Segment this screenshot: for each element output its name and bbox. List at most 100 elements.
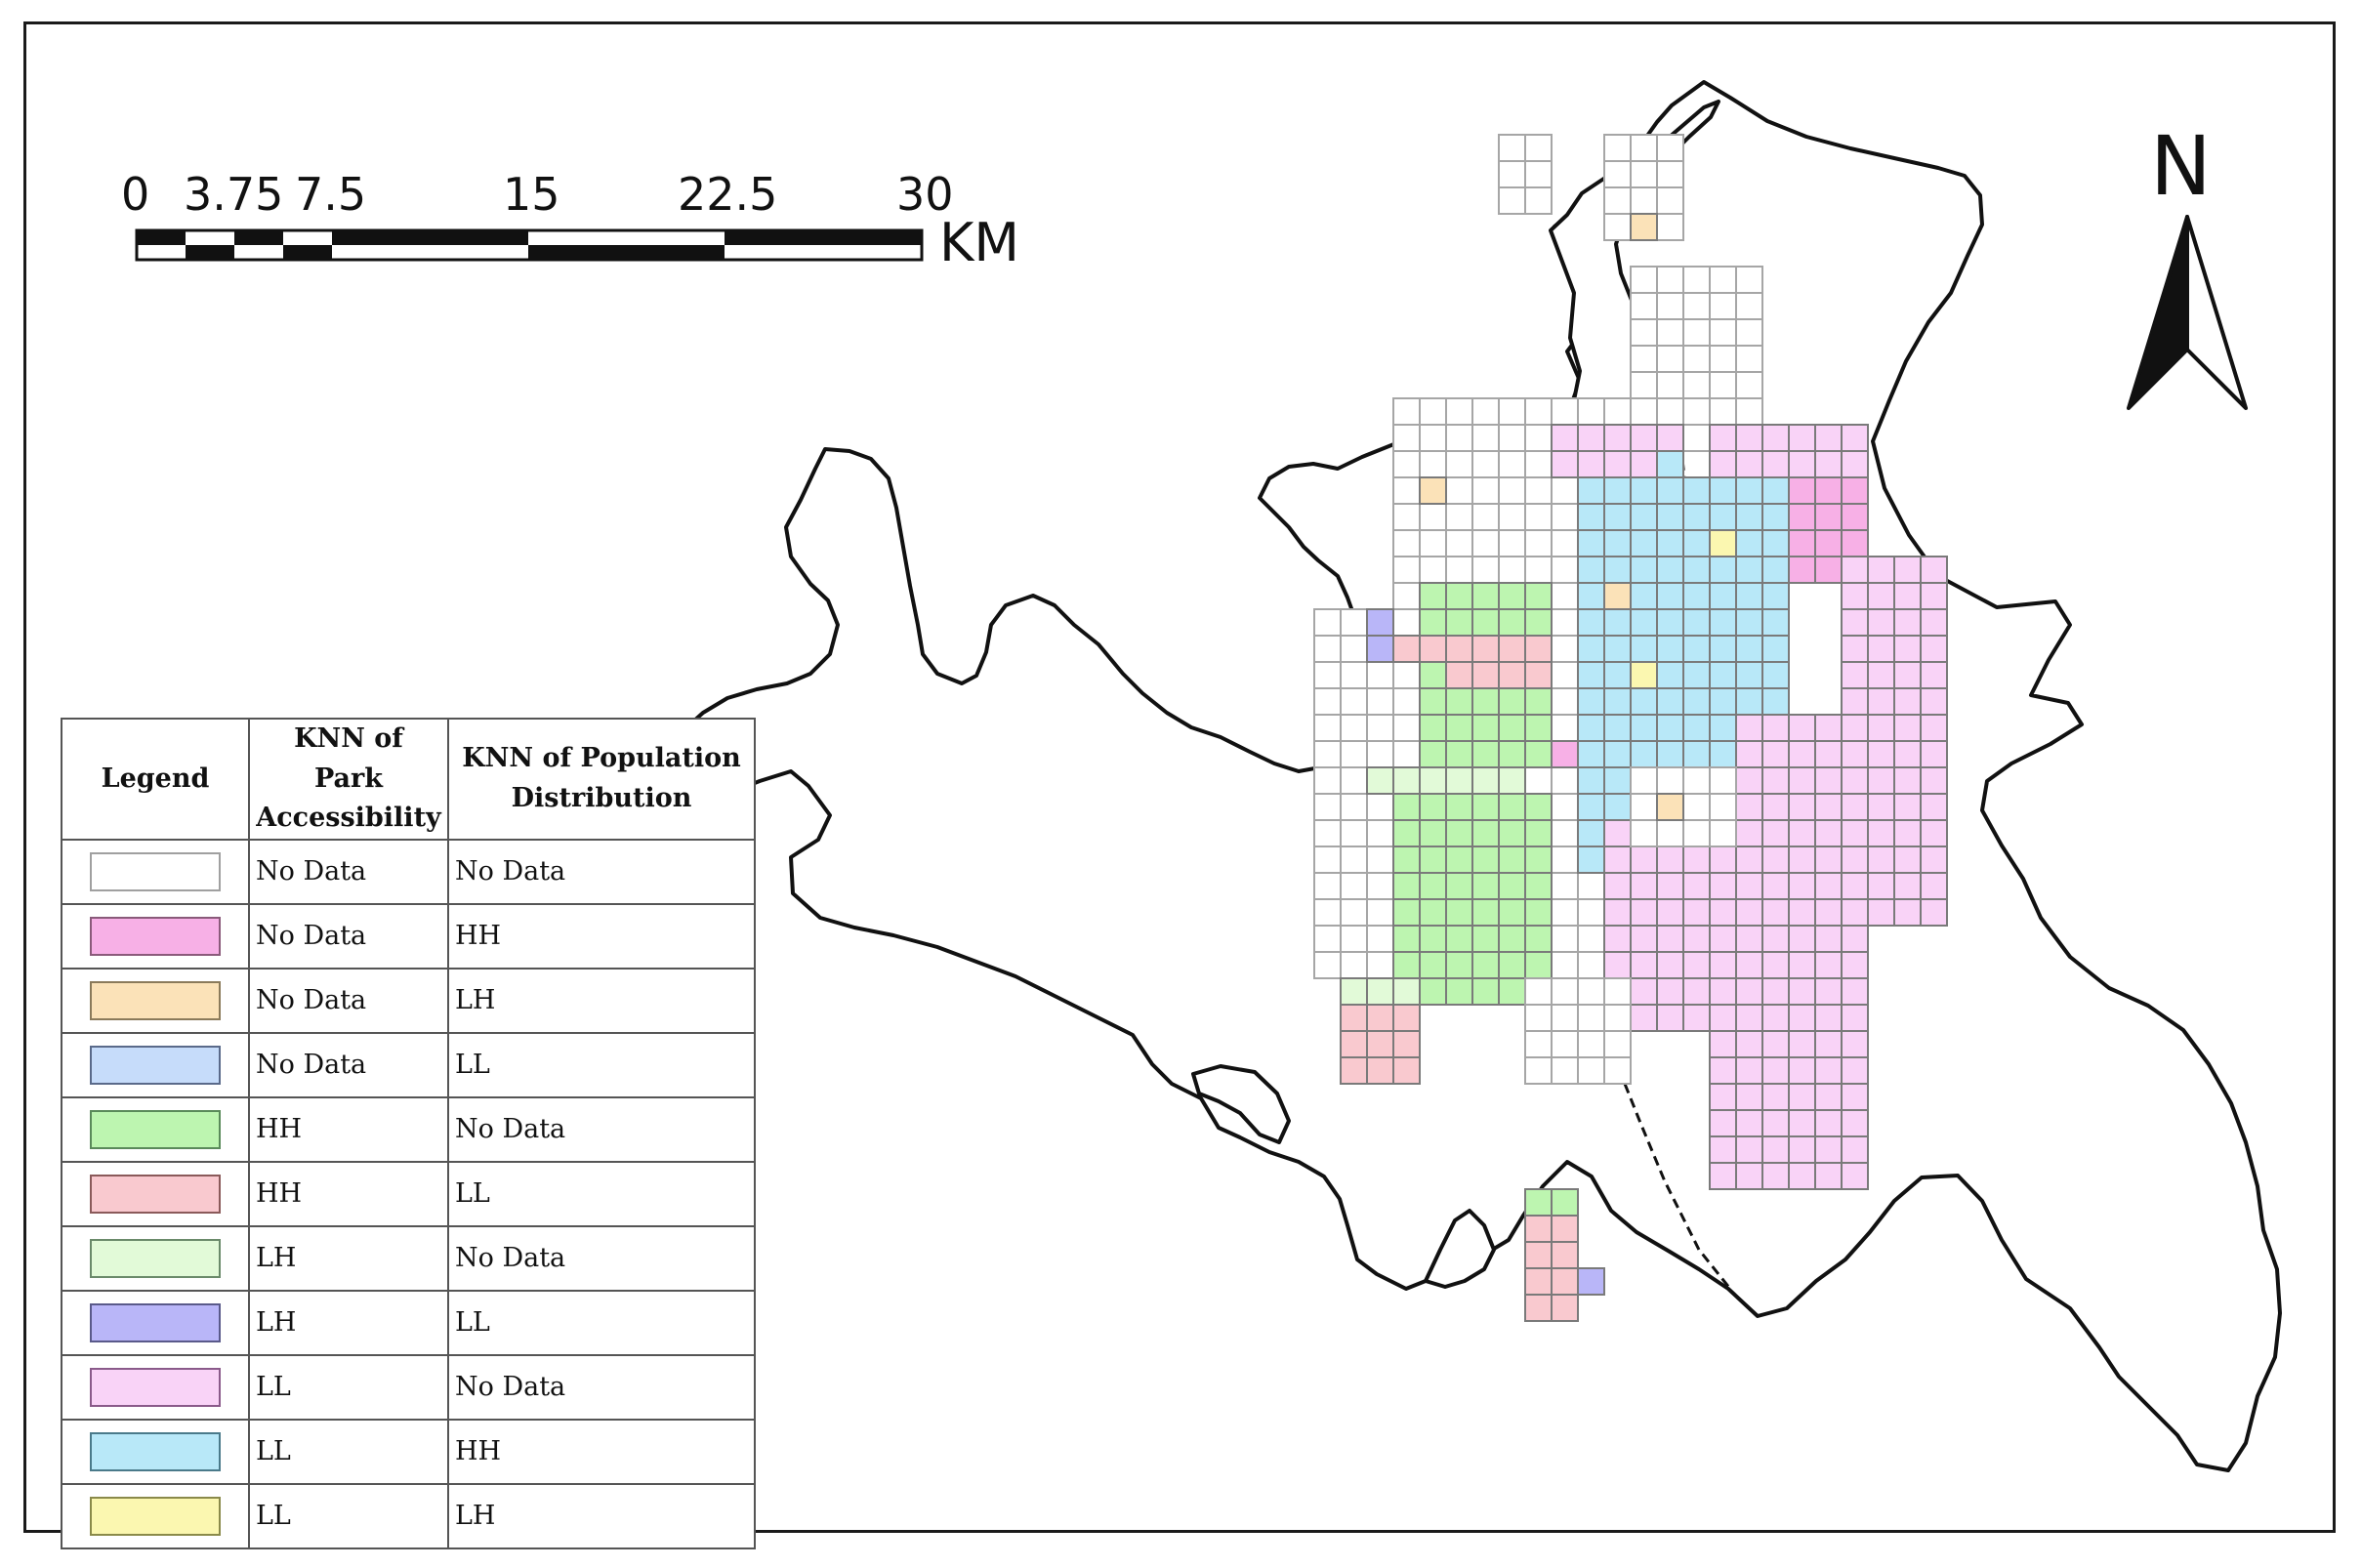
- grid-cell: [1392, 819, 1421, 847]
- grid-cell: [1761, 766, 1790, 795]
- grid-cell: [1709, 556, 1737, 584]
- grid-cell: [1603, 819, 1632, 847]
- grid-cell: [1893, 898, 1922, 927]
- grid-cell: [1366, 687, 1394, 716]
- grid-cell: [1551, 819, 1579, 847]
- grid-cell: [1682, 898, 1711, 927]
- grid-cell: [1814, 925, 1843, 953]
- grid-cell: [1366, 819, 1394, 847]
- grid-cell: [1498, 186, 1526, 215]
- grid-cell: [1577, 476, 1605, 505]
- grid-cell: [1551, 450, 1579, 478]
- grid-cell: [1524, 766, 1553, 795]
- grid-cell: [1366, 925, 1394, 953]
- grid-cell: [1340, 951, 1368, 979]
- grid-cell: [1761, 529, 1790, 557]
- grid-cell: [1761, 1162, 1790, 1190]
- legend-population-value: LL: [447, 1031, 756, 1098]
- grid-cell: [1551, 1056, 1579, 1085]
- grid-cell: [1577, 925, 1605, 953]
- grid-cell: [1709, 582, 1737, 610]
- grid-cell: [1630, 292, 1658, 320]
- grid-cell: [1867, 740, 1895, 768]
- grid-cell: [1841, 714, 1869, 742]
- grid-cell: [1419, 450, 1447, 478]
- grid-cell: [1735, 1109, 1763, 1137]
- grid-cell: [1551, 898, 1579, 927]
- grid-cell: [1893, 740, 1922, 768]
- grid-cell: [1867, 846, 1895, 874]
- grid-cell: [1577, 766, 1605, 795]
- grid-cell: [1682, 740, 1711, 768]
- grid-cell: [1313, 714, 1342, 742]
- grid-cell: [1524, 925, 1553, 953]
- grid-cell: [1841, 450, 1869, 478]
- grid-cell: [1920, 714, 1948, 742]
- grid-cell: [1313, 661, 1342, 689]
- grid-cell: [1577, 714, 1605, 742]
- grid-cell: [1471, 608, 1500, 637]
- grid-cell: [1788, 846, 1816, 874]
- grid-cell: [1471, 766, 1500, 795]
- legend-population-value: HH: [447, 1418, 756, 1485]
- grid-cell: [1524, 397, 1553, 426]
- grid-cell: [1920, 687, 1948, 716]
- grid-cell: [1603, 450, 1632, 478]
- grid-cell: [1735, 371, 1763, 399]
- grid-cell: [1498, 503, 1526, 531]
- grid-cell: [1366, 793, 1394, 821]
- grid-cell: [1656, 424, 1684, 452]
- grid-cell: [1656, 292, 1684, 320]
- grid-cell: [1735, 1056, 1763, 1085]
- grid-cell: [1419, 661, 1447, 689]
- legend-swatch-cell: [61, 1031, 250, 1098]
- grid-cell: [1656, 186, 1684, 215]
- grid-cell: [1340, 687, 1368, 716]
- grid-cell: [1551, 872, 1579, 900]
- grid-cell: [1419, 793, 1447, 821]
- grid-cell: [1603, 1056, 1632, 1085]
- grid-cell: [1761, 635, 1790, 663]
- grid-cell: [1630, 635, 1658, 663]
- grid-cell: [1524, 872, 1553, 900]
- grid-cell: [1709, 1083, 1737, 1111]
- grid-cell: [1577, 1267, 1605, 1296]
- grid-cell: [1761, 1135, 1790, 1164]
- grid-cell: [1471, 898, 1500, 927]
- grid-cell: [1630, 766, 1658, 795]
- legend-park-value: No Data: [248, 1031, 449, 1098]
- grid-cell: [1682, 925, 1711, 953]
- grid-cell: [1313, 635, 1342, 663]
- grid-cell: [1920, 661, 1948, 689]
- grid-cell: [1340, 898, 1368, 927]
- grid-cell: [1340, 977, 1368, 1006]
- grid-cell: [1524, 977, 1553, 1006]
- grid-cell: [1841, 476, 1869, 505]
- grid-cell: [1445, 819, 1473, 847]
- grid-cell: [1340, 714, 1368, 742]
- grid-cell: [1603, 925, 1632, 953]
- grid-cell: [1761, 1030, 1790, 1058]
- grid-cell: [1841, 608, 1869, 637]
- grid-cell: [1498, 819, 1526, 847]
- grid-cell: [1445, 397, 1473, 426]
- grid-cell: [1445, 556, 1473, 584]
- grid-cell: [1498, 793, 1526, 821]
- grid-cell: [1577, 1030, 1605, 1058]
- scale-bar: [135, 228, 924, 262]
- grid-cell: [1419, 846, 1447, 874]
- legend-header-population: KNN of Population Distribution: [447, 718, 756, 841]
- grid-cell: [1392, 397, 1421, 426]
- grid-cell: [1920, 819, 1948, 847]
- grid-cell: [1366, 1030, 1394, 1058]
- grid-cell: [1445, 740, 1473, 768]
- legend-park-value: LL: [248, 1418, 449, 1485]
- grid-cell: [1682, 371, 1711, 399]
- grid-cell: [1841, 635, 1869, 663]
- grid-cell: [1498, 740, 1526, 768]
- grid-cell: [1788, 740, 1816, 768]
- grid-cell: [1841, 1109, 1869, 1137]
- grid-cell: [1682, 318, 1711, 347]
- grid-cell: [1445, 846, 1473, 874]
- grid-cell: [1682, 714, 1711, 742]
